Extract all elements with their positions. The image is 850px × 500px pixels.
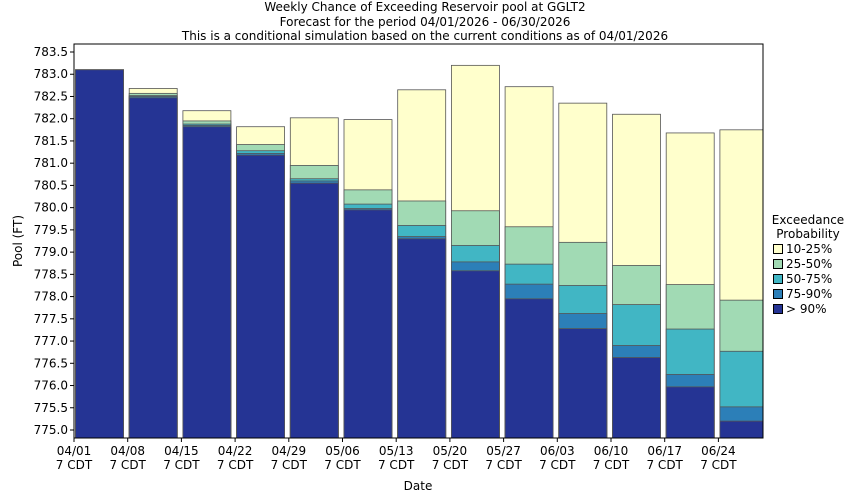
y-tick-label: 780.0 [34,201,68,215]
legend-label: 50-75% [786,271,833,286]
y-tick-label: 781.5 [34,134,68,148]
chart-note: This is a conditional simulation based o… [181,29,668,43]
x-tick-label: 05/27 [486,444,521,458]
legend-swatch [773,288,783,299]
bar [719,420,763,438]
x-tick-sublabel: 7 CDT [217,458,254,472]
x-tick-sublabel: 7 CDT [646,458,683,472]
x-tick-label: 04/29 [272,444,307,458]
legend-swatch [773,258,783,269]
y-tick-label: 783.5 [34,45,68,59]
chart-title: Weekly Chance of Exceeding Reservoir poo… [264,0,585,14]
legend-label: 25-50% [786,256,833,271]
y-tick-label: 775.0 [34,423,68,437]
x-tick-sublabel: 7 CDT [109,458,146,472]
bar [612,357,661,438]
y-tick-label: 779.5 [34,223,68,237]
y-tick-label: 783.0 [34,67,68,81]
y-tick-label: 778.0 [34,290,68,304]
x-tick-sublabel: 7 CDT [378,458,415,472]
x-tick-label: 04/22 [218,444,253,458]
y-tick-label: 782.0 [34,112,68,126]
bar [128,97,178,438]
legend-label: 10-25% [786,241,833,256]
x-tick-label: 04/01 [57,444,92,458]
x-tick-label: 05/13 [379,444,414,458]
bar [558,328,608,438]
bar [343,209,393,438]
x-tick-label: 05/06 [325,444,360,458]
y-tick-label: 782.5 [34,89,68,103]
bar [236,154,286,438]
legend-label: > 90% [786,301,827,316]
bar [289,182,339,438]
legend-swatch [773,303,783,314]
y-tick-label: 777.5 [34,312,68,326]
y-tick-label: 779.0 [34,245,68,259]
x-tick-sublabel: 7 CDT [324,458,361,472]
bar [504,298,554,438]
bar [665,386,715,438]
chart-subtitle: Forecast for the period 04/01/2026 - 06/… [280,15,571,29]
legend-swatch [773,273,783,284]
x-tick-label: 06/03 [540,444,575,458]
x-tick-sublabel: 7 CDT [539,458,576,472]
legend: Exceedance Probability 10-25% 25-50% 50-75… [770,213,850,316]
x-tick-sublabel: 7 CDT [432,458,469,472]
bar [450,270,500,438]
legend-item: 25-50% [770,256,850,271]
y-tick-label: 778.5 [34,267,68,281]
legend-title: Exceedance Probability [771,213,845,241]
y-tick-label: 776.5 [34,356,68,370]
x-tick-sublabel: 7 CDT [163,458,200,472]
x-axis-label: Date [404,479,433,493]
y-tick-label: 776.0 [34,379,68,393]
bar [75,69,124,438]
plot-frame [73,43,764,439]
legend-items: 10-25% 25-50% 50-75% 75-90% > 90% [770,241,850,316]
y-tick-label: 780.5 [34,178,68,192]
x-tick-sublabel: 7 CDT [700,458,737,472]
x-tick-sublabel: 7 CDT [56,458,93,472]
x-tick-sublabel: 7 CDT [593,458,630,472]
legend-item: 10-25% [770,241,850,256]
y-tick-label: 777.0 [34,334,68,348]
y-tick-label: 775.5 [34,401,68,415]
x-tick-sublabel: 7 CDT [485,458,522,472]
legend-item: 75-90% [770,286,850,301]
x-tick-label: 04/08 [110,444,145,458]
bars [75,64,763,438]
x-tick-label: 05/20 [433,444,468,458]
legend-item: 50-75% [770,271,850,286]
bar [397,238,447,438]
legend-swatch [773,243,783,254]
y-axis-label: Pool (FT) [11,215,25,267]
x-tick-label: 04/15 [164,444,199,458]
bar [182,126,232,438]
x-tick-label: 06/10 [594,444,629,458]
legend-item: > 90% [770,301,850,316]
x-tick-label: 06/17 [647,444,682,458]
y-tick-label: 781.0 [34,156,68,170]
x-tick-sublabel: 7 CDT [271,458,308,472]
x-tick-label: 06/24 [701,444,736,458]
legend-label: 75-90% [786,286,833,301]
